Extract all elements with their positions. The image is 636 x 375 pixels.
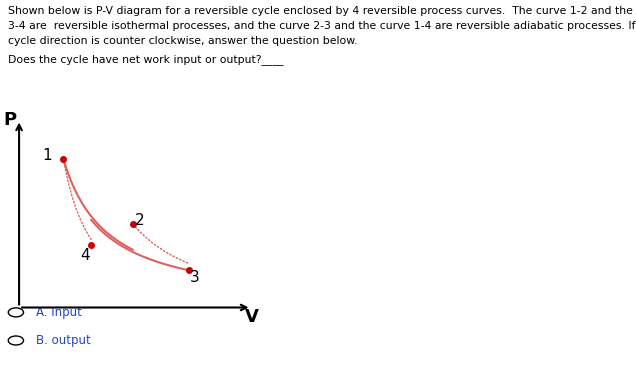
- Text: 4: 4: [81, 248, 90, 263]
- Text: P: P: [3, 111, 17, 129]
- Text: Does the cycle have net work input or output?____: Does the cycle have net work input or ou…: [8, 54, 283, 65]
- Text: Shown below is P-V diagram for a reversible cycle enclosed by 4 reversible proce: Shown below is P-V diagram for a reversi…: [8, 6, 636, 16]
- Text: 3: 3: [190, 270, 199, 285]
- Text: V: V: [244, 308, 258, 326]
- Text: A. Input: A. Input: [36, 306, 82, 319]
- Text: cycle direction is counter clockwise, answer the question below.: cycle direction is counter clockwise, an…: [8, 36, 357, 46]
- Text: B. output: B. output: [36, 334, 91, 347]
- Text: 3-4 are  reversible isothermal processes, and the curve 2-3 and the curve 1-4 ar: 3-4 are reversible isothermal processes,…: [8, 21, 636, 31]
- Text: 1: 1: [42, 147, 52, 162]
- Text: 2: 2: [135, 213, 145, 228]
